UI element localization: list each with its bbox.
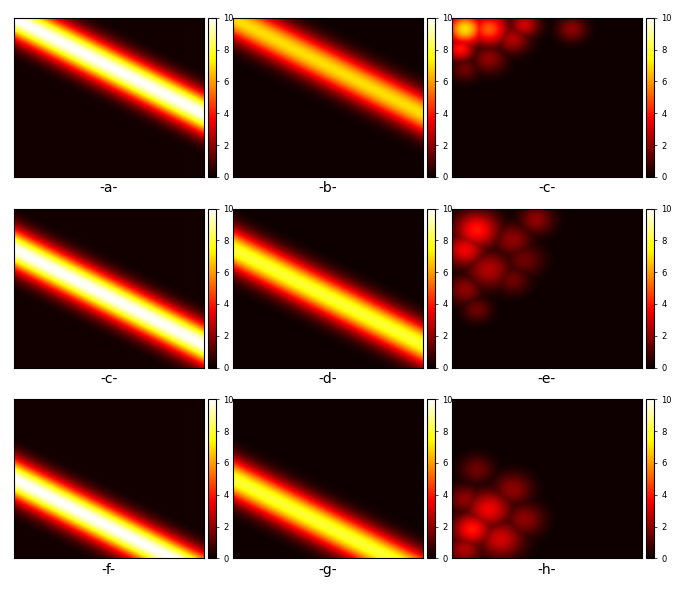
X-axis label: -a-: -a-: [99, 181, 118, 195]
X-axis label: -c-: -c-: [538, 181, 556, 195]
X-axis label: -h-: -h-: [537, 563, 556, 577]
X-axis label: -e-: -e-: [538, 372, 556, 386]
X-axis label: -d-: -d-: [319, 372, 337, 386]
X-axis label: -g-: -g-: [319, 563, 337, 577]
X-axis label: -b-: -b-: [319, 181, 337, 195]
X-axis label: -f-: -f-: [101, 563, 116, 577]
X-axis label: -c-: -c-: [100, 372, 117, 386]
